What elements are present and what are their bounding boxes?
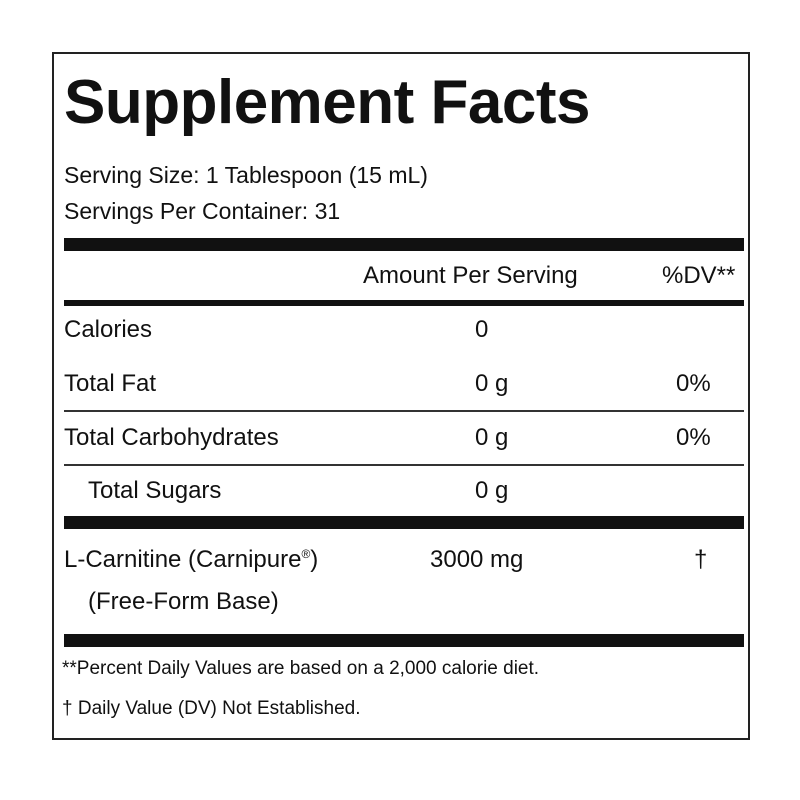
panel-title: Supplement Facts xyxy=(64,68,591,137)
row-name: Total Sugars xyxy=(88,477,222,504)
thick-divider xyxy=(64,634,744,647)
thin-divider xyxy=(64,410,744,412)
registered-mark: ® xyxy=(301,547,311,561)
row-amount: 0 g xyxy=(475,477,509,504)
serving-size: Serving Size: 1 Tablespoon (15 mL) xyxy=(64,162,428,188)
ingredient-name: L-Carnitine (Carnipure®) xyxy=(64,548,318,572)
footnote: **Percent Daily Values are based on a 2,… xyxy=(62,658,540,679)
ingredient-dv: † xyxy=(694,546,708,573)
thick-divider xyxy=(64,516,744,529)
row-dv: 0% xyxy=(676,370,711,397)
ingredient-amount: 3000 mg xyxy=(430,546,524,573)
supplement-facts-panel xyxy=(52,52,750,740)
row-name: Calories xyxy=(64,316,153,343)
row-name: Total Carbohydrates xyxy=(64,424,279,451)
servings-per-container: Servings Per Container: 31 xyxy=(64,198,341,224)
row-name: Total Fat xyxy=(64,370,157,397)
header-dv: %DV** xyxy=(662,262,736,289)
medium-divider xyxy=(64,300,744,306)
ingredient-name-text: L-Carnitine (Carnipure xyxy=(64,546,302,573)
thick-divider xyxy=(64,238,744,251)
footnote: † Daily Value (DV) Not Established. xyxy=(62,698,361,719)
ingredient-name-end: ) xyxy=(310,546,319,573)
row-dv: 0% xyxy=(676,424,711,451)
row-amount: 0 g xyxy=(475,424,509,451)
header-amount: Amount Per Serving xyxy=(363,262,578,289)
row-amount: 0 g xyxy=(475,370,509,397)
ingredient-subname: (Free-Form Base) xyxy=(88,588,279,615)
thin-divider xyxy=(64,464,744,466)
row-amount: 0 xyxy=(475,316,489,343)
